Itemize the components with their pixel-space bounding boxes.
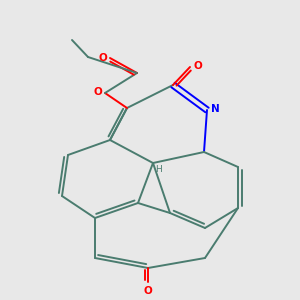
Text: O: O [144, 286, 152, 296]
Text: O: O [98, 53, 107, 63]
Text: O: O [93, 87, 102, 97]
Text: N: N [211, 104, 220, 114]
Text: H: H [155, 165, 162, 174]
Text: O: O [193, 61, 202, 71]
